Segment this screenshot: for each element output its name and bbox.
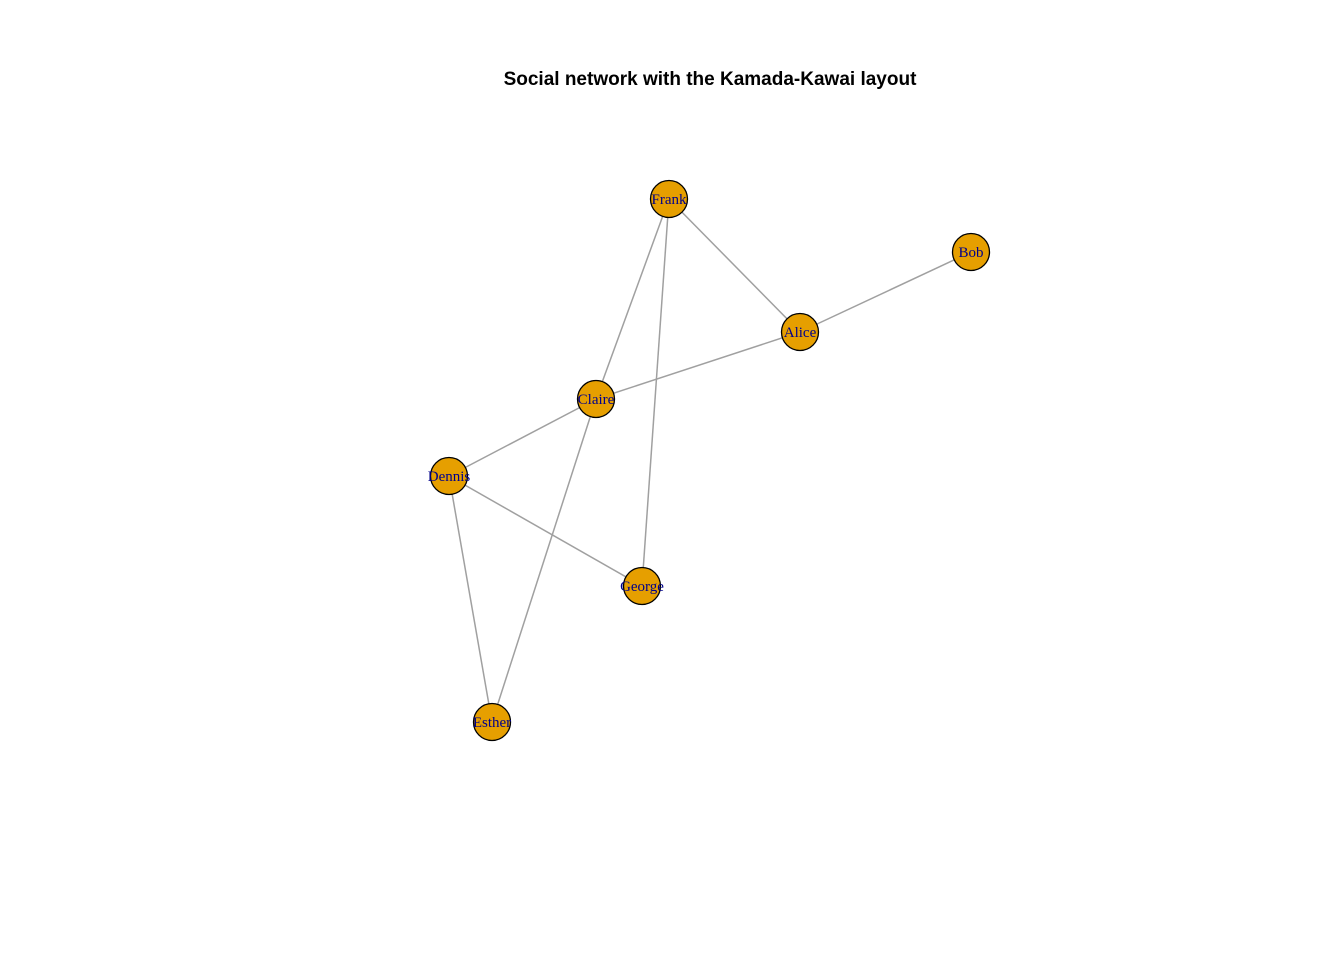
- node-label: Dennis: [428, 469, 471, 485]
- node-circle: [429, 456, 469, 496]
- node-label: Frank: [652, 192, 687, 208]
- node-circle: [472, 702, 512, 742]
- node-esther: Esther: [472, 702, 512, 742]
- node-alice: Alice: [780, 312, 820, 352]
- node-label: Esther: [473, 715, 511, 731]
- edge-bob-alice: [799, 251, 972, 333]
- node-bob: Bob: [951, 232, 991, 272]
- edge-frank-george: [641, 198, 670, 587]
- diagram-title: Social network with the Kamada-Kawai lay…: [504, 69, 917, 90]
- edge-frank-claire: [595, 198, 670, 400]
- edge-alice-claire: [595, 331, 801, 400]
- node-circle: [622, 566, 662, 606]
- node-label: Bob: [958, 245, 983, 261]
- edge-dennis-esther: [448, 475, 493, 723]
- node-layer: Frank Bob Alice Claire Dennis George Esther: [428, 179, 991, 742]
- node-claire: Claire: [576, 379, 616, 419]
- node-circle: [780, 312, 820, 352]
- node-label: Claire: [578, 392, 615, 408]
- node-label: George: [620, 579, 664, 595]
- edge-layer: [448, 198, 972, 723]
- node-george: George: [620, 566, 664, 606]
- node-frank: Frank: [649, 179, 689, 219]
- edge-claire-esther: [491, 398, 597, 723]
- node-dennis: Dennis: [428, 456, 471, 496]
- edge-frank-alice: [668, 198, 801, 333]
- node-circle: [576, 379, 616, 419]
- edge-dennis-george: [448, 475, 643, 587]
- node-circle: [649, 179, 689, 219]
- edge-claire-dennis: [448, 398, 597, 477]
- node-circle: [951, 232, 991, 272]
- node-label: Alice: [784, 325, 817, 341]
